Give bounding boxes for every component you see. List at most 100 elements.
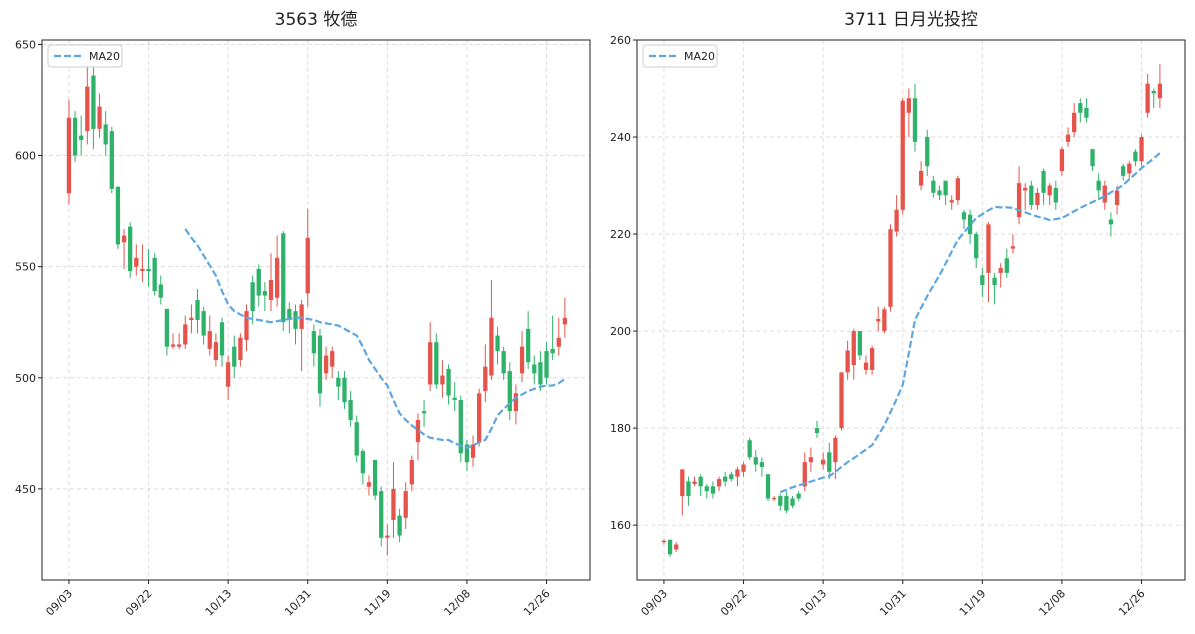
candle-body	[360, 451, 365, 474]
candle-body	[293, 311, 298, 329]
candle-body	[1010, 246, 1016, 249]
candle-body	[814, 428, 820, 433]
candle-body	[274, 257, 280, 298]
candle-body	[495, 335, 500, 352]
candle-body	[802, 462, 807, 487]
candle-body	[980, 275, 985, 286]
candle-body	[250, 282, 255, 312]
candle-body	[305, 237, 310, 294]
x-tick-label: 10/13	[798, 587, 830, 619]
candle-body	[759, 462, 765, 467]
y-tick-label: 500	[15, 372, 36, 385]
candle-body	[680, 469, 685, 497]
x-tick-label: 11/19	[957, 587, 989, 619]
candle-body	[1053, 187, 1058, 203]
panel: 3563 牧德 450 500 550 600 650 09/03 09/22 10/13 10/…	[15, 10, 591, 619]
candle-body	[961, 212, 967, 220]
candle-body	[820, 459, 826, 465]
candle-body	[170, 344, 176, 347]
candle-body	[869, 348, 875, 370]
panel: 3711 日月光投控 160 180 200 220 240 260 09/03 09/22 10…	[610, 10, 1186, 619]
candle-body	[674, 544, 679, 550]
candle-body	[686, 481, 691, 497]
candle-body	[698, 476, 703, 487]
candle-body	[1041, 170, 1046, 193]
candle-body	[207, 331, 212, 349]
candle-body	[526, 328, 531, 363]
candle-body	[409, 460, 414, 485]
candle-body	[1072, 112, 1077, 133]
candle-body	[317, 335, 323, 394]
candle-body	[1121, 166, 1126, 176]
candle-body	[238, 337, 243, 360]
x-tick-label: 09/22	[123, 587, 155, 619]
candle-body	[452, 397, 457, 400]
candle-body	[256, 268, 261, 296]
x-tick-label: 11/19	[362, 587, 394, 619]
candle-body	[562, 317, 568, 325]
candle-body	[183, 324, 188, 345]
candle-body	[336, 377, 341, 387]
candle-body	[379, 491, 384, 538]
candle-body	[1139, 137, 1144, 162]
candle-body	[876, 318, 881, 322]
ma-line	[184, 228, 566, 449]
candle-body	[1157, 83, 1163, 99]
candle-body	[888, 229, 893, 307]
candle-body	[772, 498, 777, 500]
candle-body	[366, 482, 372, 487]
candle-body	[158, 284, 163, 298]
candle-body	[1102, 185, 1107, 203]
candle-body	[134, 257, 139, 267]
candle-body	[931, 180, 936, 193]
candle-body	[519, 346, 525, 374]
x-tick-label: 10/13	[203, 587, 235, 619]
candle-body	[716, 479, 722, 487]
candle-body	[97, 106, 102, 129]
candle-body	[464, 444, 470, 463]
candle-body	[556, 337, 561, 347]
candle-body	[164, 308, 170, 347]
candle-body	[440, 375, 445, 385]
candle-body	[428, 342, 433, 385]
candle-body	[483, 366, 488, 392]
candle-body	[507, 371, 512, 412]
candle-body	[1114, 190, 1120, 205]
x-tick-label: 10/31	[877, 587, 909, 619]
candle-body	[195, 300, 200, 320]
legend-box	[642, 44, 718, 68]
candle-body	[882, 309, 887, 332]
candle-body	[225, 362, 231, 387]
candle-body	[538, 362, 543, 385]
candle-body	[458, 400, 463, 454]
chart-title: 3563 牧德	[275, 10, 358, 30]
candle-body	[330, 351, 335, 367]
candle-body	[372, 460, 378, 496]
candle-body	[1047, 185, 1052, 196]
legend-box	[47, 44, 123, 68]
y-tick-label: 450	[15, 483, 36, 496]
candle-body	[299, 304, 304, 329]
candle-body	[735, 469, 740, 477]
candle-body	[121, 235, 127, 243]
candle-body	[391, 488, 396, 520]
candle-body	[446, 368, 451, 396]
candle-body	[1059, 149, 1065, 171]
candle-body	[1145, 83, 1150, 113]
candle-body	[140, 268, 145, 272]
x-tick-label: 12/26	[521, 587, 553, 619]
y-tick-label: 650	[15, 38, 36, 51]
candle-body	[900, 100, 905, 210]
y-tick-label: 160	[610, 519, 631, 532]
candle-body	[128, 226, 133, 272]
x-tick-label: 12/08	[441, 587, 473, 619]
candle-body	[66, 117, 72, 194]
candle-body	[550, 348, 555, 354]
candle-body	[661, 540, 667, 543]
candle-body	[268, 280, 274, 300]
candle-body	[1016, 183, 1022, 218]
candle-body	[1133, 151, 1138, 162]
legend-label: MA20	[89, 50, 120, 63]
candle-body	[998, 268, 1003, 273]
